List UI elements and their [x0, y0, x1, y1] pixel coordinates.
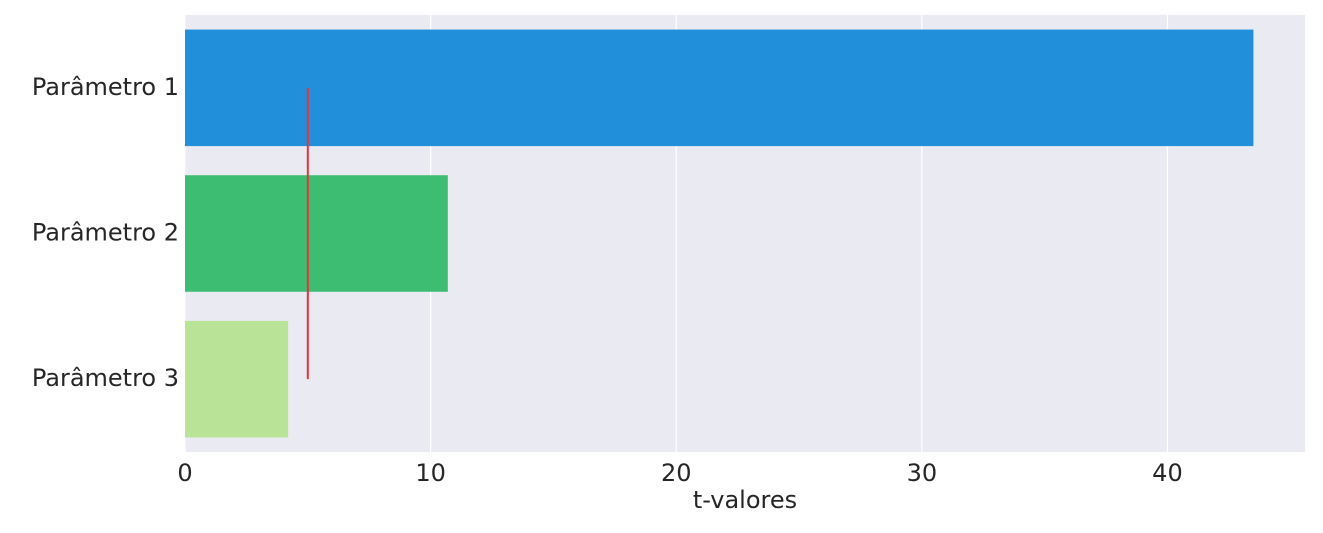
x-tick-labels: 0 10 20 30 40	[177, 459, 1182, 487]
x-tick-label: 0	[177, 459, 192, 487]
y-tick-labels: Parâmetro 1 Parâmetro 2 Parâmetro 3	[32, 73, 179, 392]
x-tick-label: 20	[661, 459, 692, 487]
bars	[185, 29, 1254, 438]
x-tick-label: 40	[1152, 459, 1183, 487]
bar	[185, 29, 1254, 147]
bar	[185, 175, 448, 292]
bar	[185, 320, 289, 438]
y-tick-label: Parâmetro 3	[32, 364, 179, 392]
y-tick-label: Parâmetro 2	[32, 219, 179, 247]
x-axis-label: t-valores	[693, 486, 797, 514]
x-tick-label: 30	[907, 459, 938, 487]
x-tick-label: 10	[415, 459, 446, 487]
y-tick-label: Parâmetro 1	[32, 73, 179, 101]
